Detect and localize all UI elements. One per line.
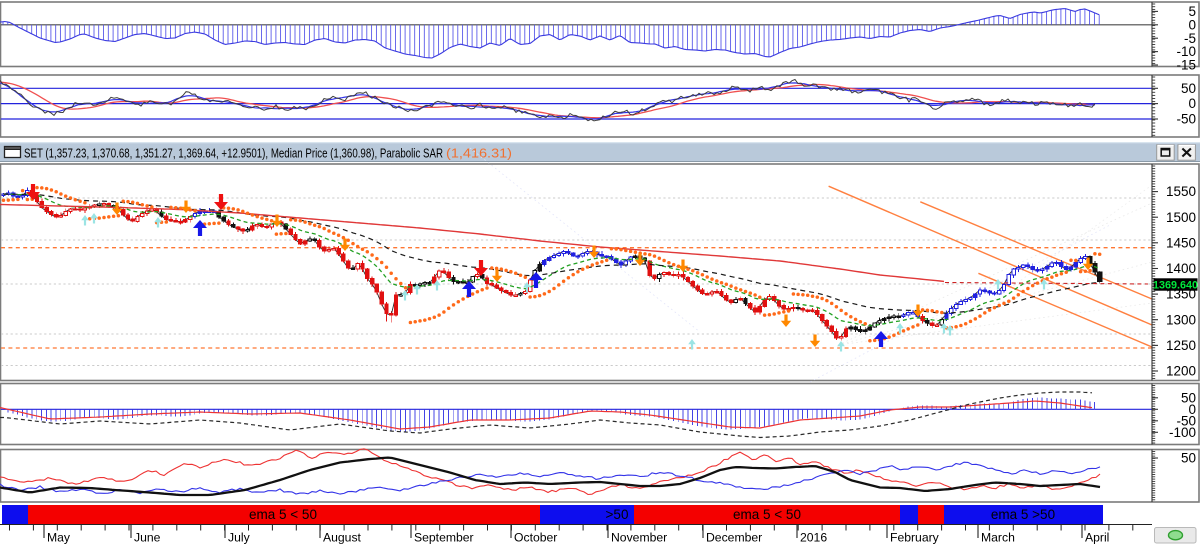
svg-text:5: 5: [1188, 4, 1196, 19]
svg-text:-5: -5: [1184, 31, 1196, 46]
svg-text:1250: 1250: [1166, 338, 1196, 353]
svg-text:0: 0: [1188, 96, 1196, 111]
svg-text:March: March: [981, 531, 1015, 545]
svg-text:50: 50: [1181, 451, 1196, 466]
svg-text:1450: 1450: [1166, 235, 1196, 250]
svg-text:August: August: [323, 531, 362, 545]
svg-text:July: July: [228, 531, 251, 545]
svg-text:-50: -50: [1176, 112, 1196, 127]
svg-text:February: February: [890, 531, 940, 545]
svg-text:ema 5 >50: ema 5 >50: [991, 507, 1055, 522]
svg-text:1369.640: 1369.640: [1153, 279, 1198, 291]
svg-text:October: October: [514, 531, 557, 545]
svg-text:-100: -100: [1169, 425, 1196, 440]
svg-text:ema 5 < 50: ema 5 < 50: [733, 507, 801, 522]
svg-text:-15: -15: [1176, 58, 1196, 73]
svg-text:-50: -50: [1176, 413, 1196, 428]
svg-text:2016: 2016: [800, 531, 827, 545]
svg-text:ema 5 < 50: ema 5 < 50: [249, 507, 317, 522]
svg-text:(1,416.31): (1,416.31): [446, 146, 512, 160]
svg-text:December: December: [706, 531, 762, 545]
svg-text:0: 0: [1188, 402, 1196, 417]
svg-text:1300: 1300: [1166, 312, 1196, 327]
svg-text:50: 50: [1181, 390, 1196, 405]
svg-text:June: June: [134, 531, 161, 545]
svg-text:>50: >50: [606, 507, 629, 522]
svg-text:1200: 1200: [1166, 364, 1196, 379]
svg-text:November: November: [611, 531, 667, 545]
svg-text:50: 50: [1181, 81, 1196, 96]
svg-text:SET (1,357.23, 1,370.68, 1,351: SET (1,357.23, 1,370.68, 1,351.27, 1,369…: [24, 146, 443, 160]
svg-text:0: 0: [1188, 17, 1196, 32]
svg-text:September: September: [414, 531, 474, 545]
svg-text:1550: 1550: [1166, 184, 1196, 199]
svg-text:1400: 1400: [1166, 261, 1196, 276]
svg-text:April: April: [1085, 531, 1109, 545]
svg-text:1500: 1500: [1166, 210, 1196, 225]
svg-text:-10: -10: [1176, 44, 1196, 59]
svg-text:May: May: [47, 531, 71, 545]
